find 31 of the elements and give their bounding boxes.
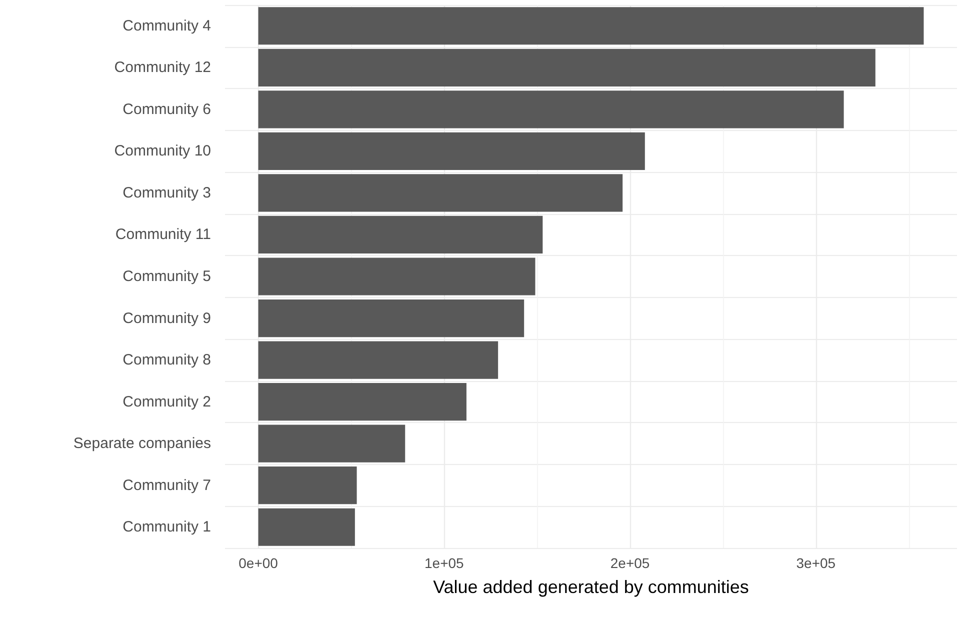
bar — [258, 466, 357, 504]
y-tick-label: Community 3 — [122, 184, 211, 202]
x-tick-label: 3e+05 — [796, 555, 836, 571]
bar — [258, 174, 623, 212]
y-tick-label: Community 4 — [122, 17, 211, 34]
bar — [258, 90, 844, 128]
y-tick-label: Community 5 — [122, 268, 211, 285]
bar — [258, 132, 645, 170]
bar — [258, 508, 355, 546]
y-tick-label: Community 11 — [115, 226, 211, 244]
bar — [258, 7, 924, 45]
x-tick-label: 0e+00 — [238, 555, 278, 571]
y-tick-label: Community 7 — [122, 476, 211, 494]
y-tick-label: Community 10 — [114, 142, 211, 160]
bar — [258, 258, 536, 296]
x-tick-label: 2e+05 — [610, 555, 650, 571]
y-tick-label: Community 9 — [122, 310, 211, 327]
bar — [258, 299, 524, 338]
y-tick-label: Separate companies — [73, 435, 211, 452]
y-tick-label: Community 6 — [122, 100, 211, 118]
bar — [258, 424, 406, 462]
bar — [258, 48, 876, 86]
bar — [258, 216, 543, 254]
bar — [258, 383, 466, 421]
y-tick-label: Community 12 — [114, 59, 211, 76]
x-axis-title: Value added generated by communities — [433, 577, 749, 597]
y-tick-label: Community 8 — [122, 352, 211, 369]
y-tick-label: Community 2 — [122, 393, 211, 410]
x-tick-label: 1e+05 — [424, 555, 464, 571]
bar — [258, 341, 498, 379]
y-tick-label: Community 1 — [122, 518, 211, 536]
